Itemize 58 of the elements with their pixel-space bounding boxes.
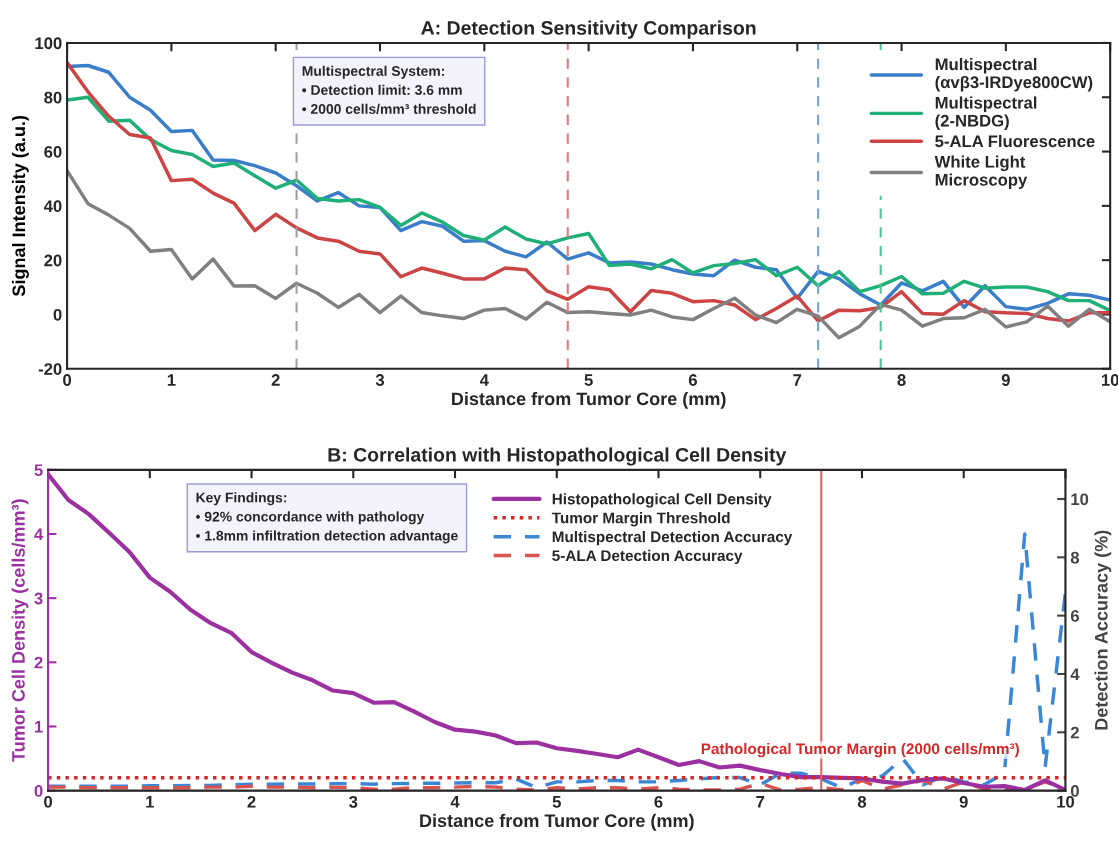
x-tick-label: 5 [552,796,561,808]
legend-label: Tumor Margin Threshold [551,512,730,527]
y2-tick-label: 6 [1070,610,1079,622]
y2-tick-label: 10 [1071,493,1089,506]
y-axis-title: Tumor Cell Density (cells/mm³) [11,499,29,762]
y2-tick-label: 4 [1070,668,1080,681]
y-tick-label: 80 [44,91,62,104]
y-tick-label: 0 [34,785,43,797]
chart-title: B: Correlation with Histopathological Cell Density [328,447,787,466]
x-tick-label: 7 [756,796,765,808]
annotation: Key Findings: • 92% concordance with pathology • 1.8mm infiltration detection advantage [196,492,458,544]
y-tick-label: 4 [34,528,44,541]
annotation: Multispectral System: • Detection limit: 3.6 mm • 2000 cells/mm³ threshold [302,65,476,115]
y-tick-label: 0 [53,308,62,321]
y-tick-label: 3 [34,592,43,605]
x-tick-label: 4 [450,796,460,808]
x-tick-label: 0 [63,374,72,386]
legend-label: 5-ALA Detection Accuracy [552,549,743,565]
x-tick-label: 4 [479,374,489,386]
y-tick-label: -20 [38,363,62,375]
annotation: Pathological Tumor Margin (2000 cells/mm³) [701,742,1019,758]
y-tick-label: 20 [44,254,62,267]
y2-tick-label: 2 [1070,726,1079,739]
y-tick-label: 100 [35,37,62,50]
x-tick-label: 3 [375,374,385,386]
x-tick-label: 2 [271,374,280,386]
y-tick-label: 2 [34,656,43,669]
x-tick-label: 8 [897,374,906,386]
legend-label: 5-ALA Fluorescence [935,134,1095,148]
x-tick-label: 9 [959,795,968,808]
y-tick-label: 60 [44,145,62,158]
x-axis-title: Distance from Tumor Core (mm) [420,813,694,831]
x-tick-label: 2 [247,795,256,808]
x-tick-label: 5 [584,374,593,386]
x-tick-label: 10 [1101,374,1118,386]
y-axis-title: Signal Intensity (a.u.) [11,115,29,297]
x-tick-label: 6 [654,795,663,808]
y-tick-label: 1 [34,721,43,733]
line-series [48,472,1066,791]
x-tick-label: 8 [857,795,867,808]
x-tick-label: 1 [146,796,154,808]
legend-label: Histopathological Cell Density [552,493,772,508]
legend-label: White Light Microscopy [934,155,1028,190]
x-tick-label: 6 [688,374,697,386]
y-tick-label: 40 [43,200,62,213]
x-axis-title: Distance from Tumor Core (mm) [452,391,726,409]
chart-title: A: Detection Sensitivity Comparison [421,20,756,39]
legend-label: Multispectral (2-NBDG) [935,96,1037,130]
y2-tick-label: 0 [1070,785,1079,797]
x-tick-label: 1 [167,374,176,386]
legend-label: Multispectral Detection Accuracy [552,530,793,546]
x-tick-label: 3 [349,795,358,808]
y2-tick-label: 8 [1070,551,1080,564]
x-tick-label: 7 [793,374,802,386]
y-tick-label: 5 [34,464,43,477]
legend-label: Multispectral (αvβ3-IRDye800CW) [935,57,1093,92]
x-tick-label: 9 [1001,374,1010,386]
y2-axis-title: Detection Accuracy (%) [1094,530,1112,730]
